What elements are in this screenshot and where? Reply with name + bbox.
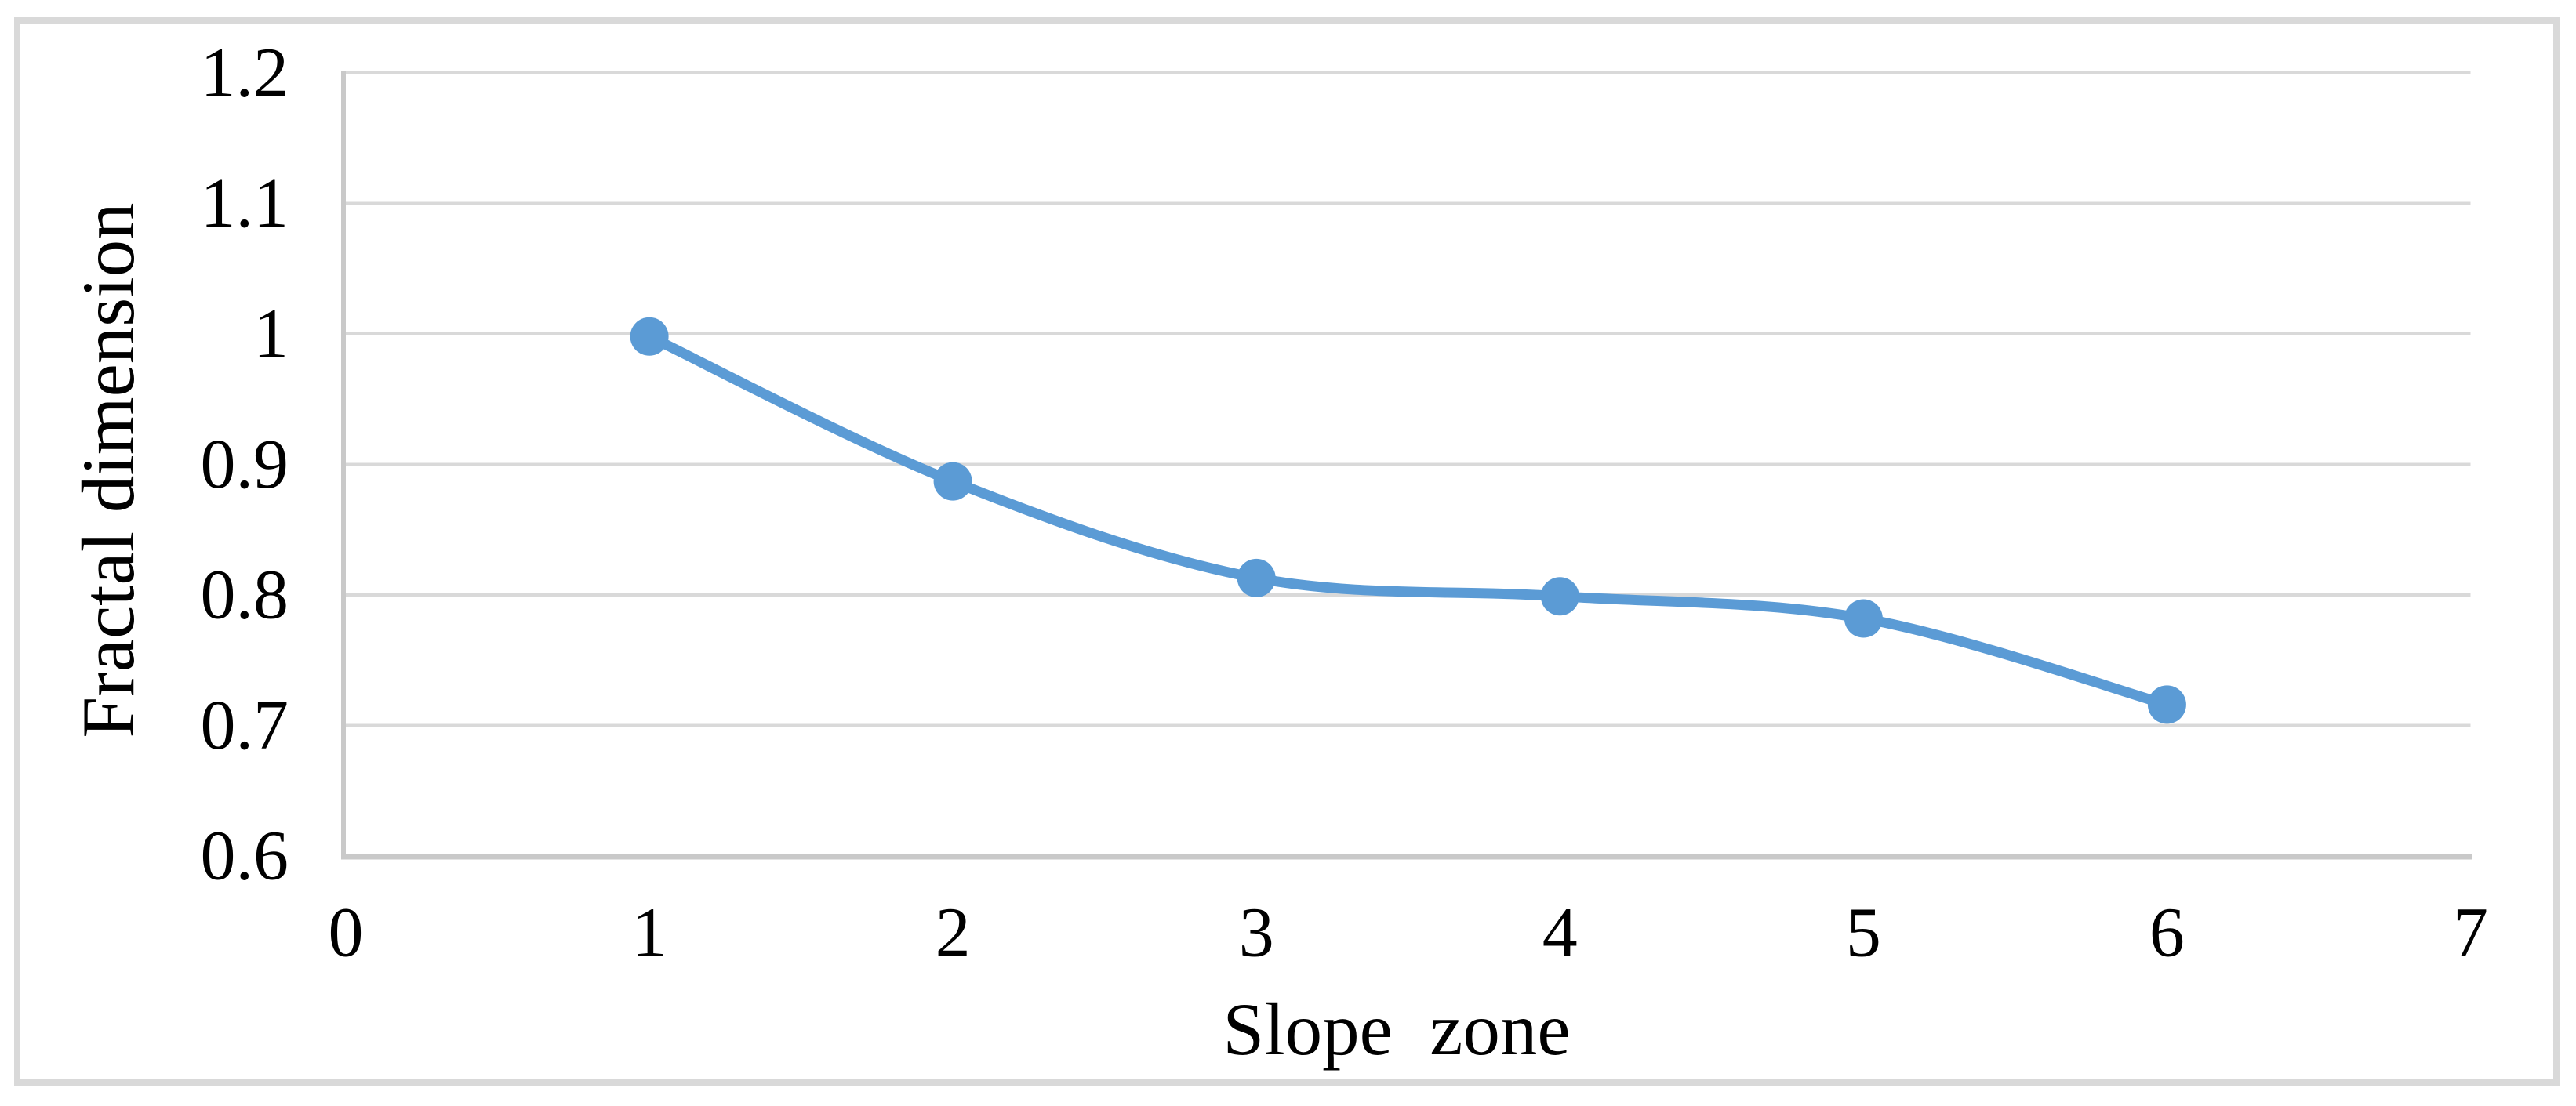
y-tick-label: 0.8 <box>201 557 289 634</box>
x-tick-label: 1 <box>632 894 667 972</box>
series-line <box>644 331 2172 710</box>
y-tick-label: 0.9 <box>201 426 289 503</box>
x-tick-labels: 0 1 2 3 4 5 6 7 <box>329 894 2489 972</box>
series-markers <box>630 317 2186 724</box>
data-point-marker <box>1844 599 1883 638</box>
x-tick-label: 7 <box>2453 894 2488 972</box>
data-point-marker <box>1540 577 1579 616</box>
data-point-marker <box>630 317 669 356</box>
y-tick-labels: 0.6 0.7 0.8 0.9 1 1.1 1.2 <box>201 34 289 895</box>
figure-border <box>14 17 2560 1086</box>
x-tick-label: 4 <box>1542 894 1578 972</box>
y-tick-label: 0.7 <box>201 687 289 764</box>
x-tick-label: 3 <box>1239 894 1274 972</box>
x-tick-label: 6 <box>2149 894 2185 972</box>
x-tick-label: 0 <box>329 894 364 972</box>
x-axis-title: Slope zone <box>1223 988 1570 1071</box>
data-point-marker <box>933 462 972 501</box>
y-axis-title: Fractal dimension <box>67 202 150 738</box>
x-tick-label: 5 <box>1846 894 1881 972</box>
x-tick-label: 2 <box>936 894 971 972</box>
axes <box>341 71 2472 860</box>
data-point-marker <box>1237 558 1276 597</box>
y-tick-label: 1.2 <box>201 34 289 112</box>
y-tick-label: 1 <box>253 296 289 373</box>
gridlines <box>346 71 2471 727</box>
data-point-marker <box>2147 685 2186 724</box>
y-tick-label: 1.1 <box>201 165 289 242</box>
y-tick-label: 0.6 <box>201 818 289 895</box>
